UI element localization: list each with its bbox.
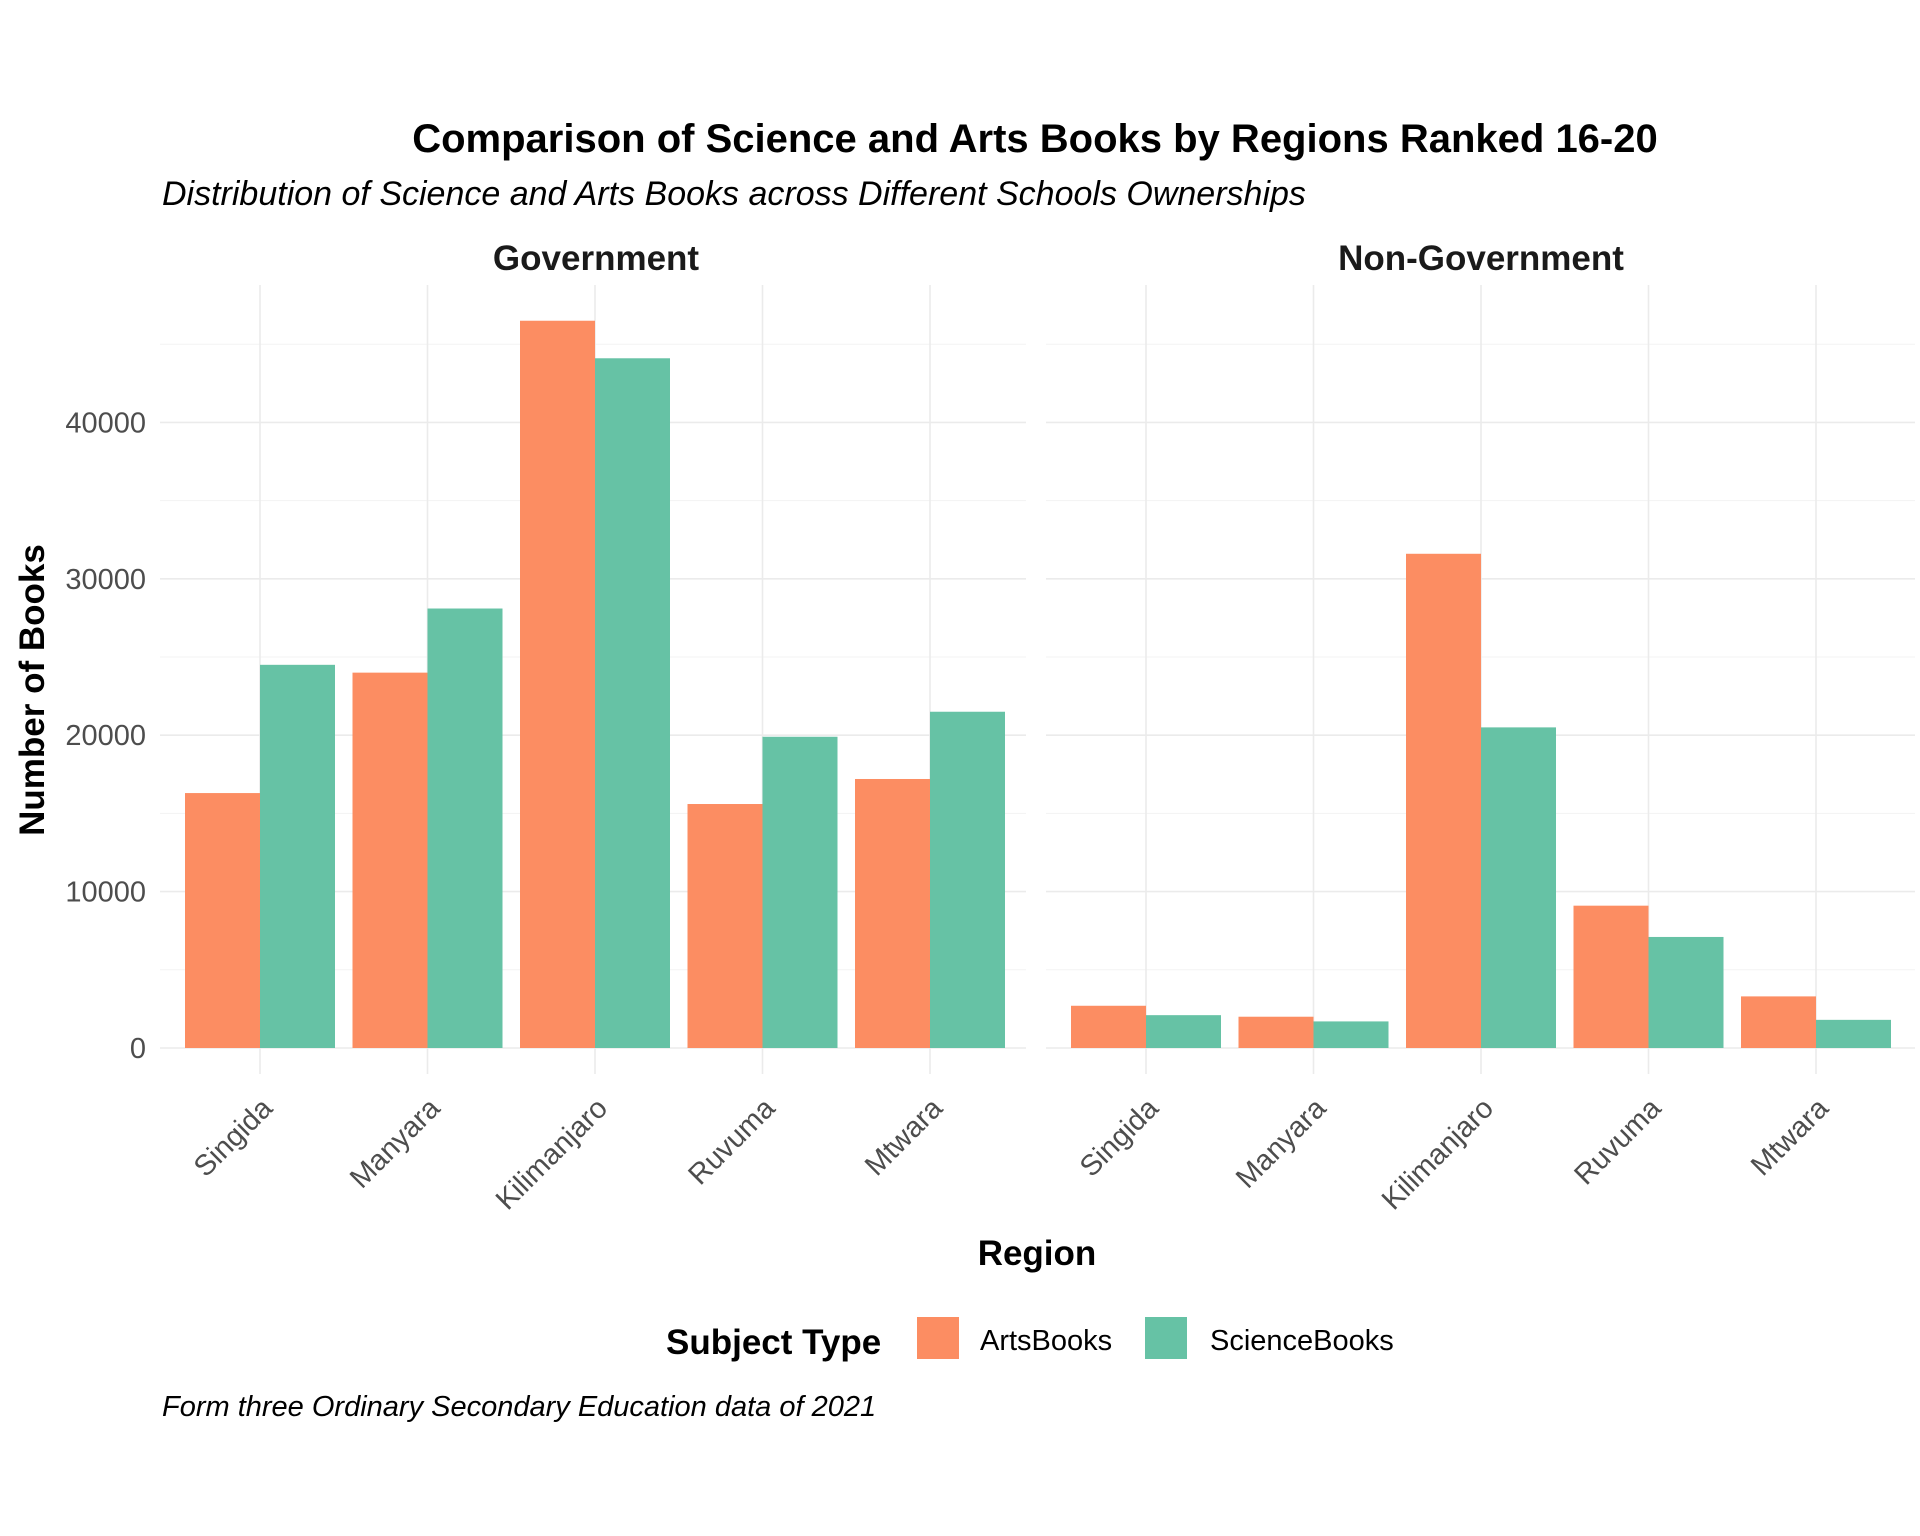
y-axis-title: Number of Books [13, 544, 52, 836]
x-axis-title: Region [978, 1234, 1097, 1273]
x-tick-label: Singida [1074, 1092, 1166, 1184]
x-tick-label: Kilimanjaro [1376, 1092, 1500, 1216]
chart-subtitle: Distribution of Science and Arts Books a… [162, 175, 1306, 213]
bar-artsbooks-singida [1071, 1005, 1146, 1048]
y-tick-label: 0 [130, 1033, 146, 1065]
x-tick-label: Manyara [1230, 1092, 1333, 1195]
legend-label-artsbooks: ArtsBooks [980, 1325, 1112, 1357]
facet-strip-label: Government [493, 239, 699, 278]
bar-artsbooks-manyara [1238, 1016, 1314, 1048]
x-tick-label: Ruvuma [1568, 1092, 1668, 1192]
bar-sciencebooks-kilimanjaro [1481, 727, 1556, 1048]
bar-artsbooks-kilimanjaro [1406, 553, 1481, 1048]
bar-artsbooks-ruvuma [687, 804, 763, 1048]
y-tick-label: 30000 [65, 564, 146, 596]
legend-title: Subject Type [666, 1323, 881, 1362]
y-axis-ticks: 0 10000 20000 30000 40000 [65, 407, 146, 1065]
x-tick-label: Kilimanjaro [490, 1092, 614, 1216]
y-tick-label: 40000 [65, 407, 146, 439]
bar-sciencebooks-kilimanjaro [595, 358, 670, 1048]
bar-sciencebooks-mtwara [930, 711, 1005, 1048]
bar-sciencebooks-ruvuma [762, 736, 838, 1048]
bar-artsbooks-manyara [352, 672, 428, 1048]
bar-artsbooks-mtwara [855, 778, 930, 1048]
legend: Subject Type ArtsBooks ScienceBooks [666, 1317, 1394, 1362]
chart-caption: Form three Ordinary Secondary Education … [162, 1391, 876, 1423]
x-tick-label: Manyara [344, 1092, 447, 1195]
bar-sciencebooks-manyara [1313, 1021, 1389, 1048]
bar-artsbooks-ruvuma [1573, 905, 1649, 1048]
facet-panel-non-government: Non-Government Singida Manyara Kilimanjaro R… [1046, 239, 1915, 1216]
x-tick-label: Mtwara [859, 1092, 949, 1182]
facet-strip-label: Non-Government [1338, 239, 1624, 278]
y-tick-label: 20000 [65, 720, 146, 752]
bar-sciencebooks-manyara [427, 608, 503, 1048]
x-tick-label: Singida [188, 1092, 280, 1184]
bar-artsbooks-kilimanjaro [520, 320, 595, 1048]
facet-panel-government: Government Singida Manyara Kilimanjaro Ruvum… [160, 239, 1026, 1216]
bar-sciencebooks-singida [1146, 1015, 1221, 1048]
legend-key-artsbooks [917, 1317, 959, 1359]
bar-sciencebooks-singida [260, 664, 335, 1048]
bar-artsbooks-mtwara [1741, 996, 1816, 1048]
bar-sciencebooks-ruvuma [1648, 936, 1724, 1048]
chart-title: Comparison of Science and Arts Books by … [412, 117, 1658, 161]
y-tick-label: 10000 [65, 877, 146, 909]
bar-sciencebooks-mtwara [1816, 1019, 1891, 1048]
facet-panels: Government Singida Manyara Kilimanjaro Ruvum… [65, 239, 1915, 1216]
legend-key-sciencebooks [1145, 1317, 1187, 1359]
x-tick-label: Ruvuma [682, 1092, 782, 1192]
legend-label-sciencebooks: ScienceBooks [1210, 1325, 1394, 1357]
bar-artsbooks-singida [185, 793, 260, 1048]
x-tick-label: Mtwara [1745, 1092, 1835, 1182]
